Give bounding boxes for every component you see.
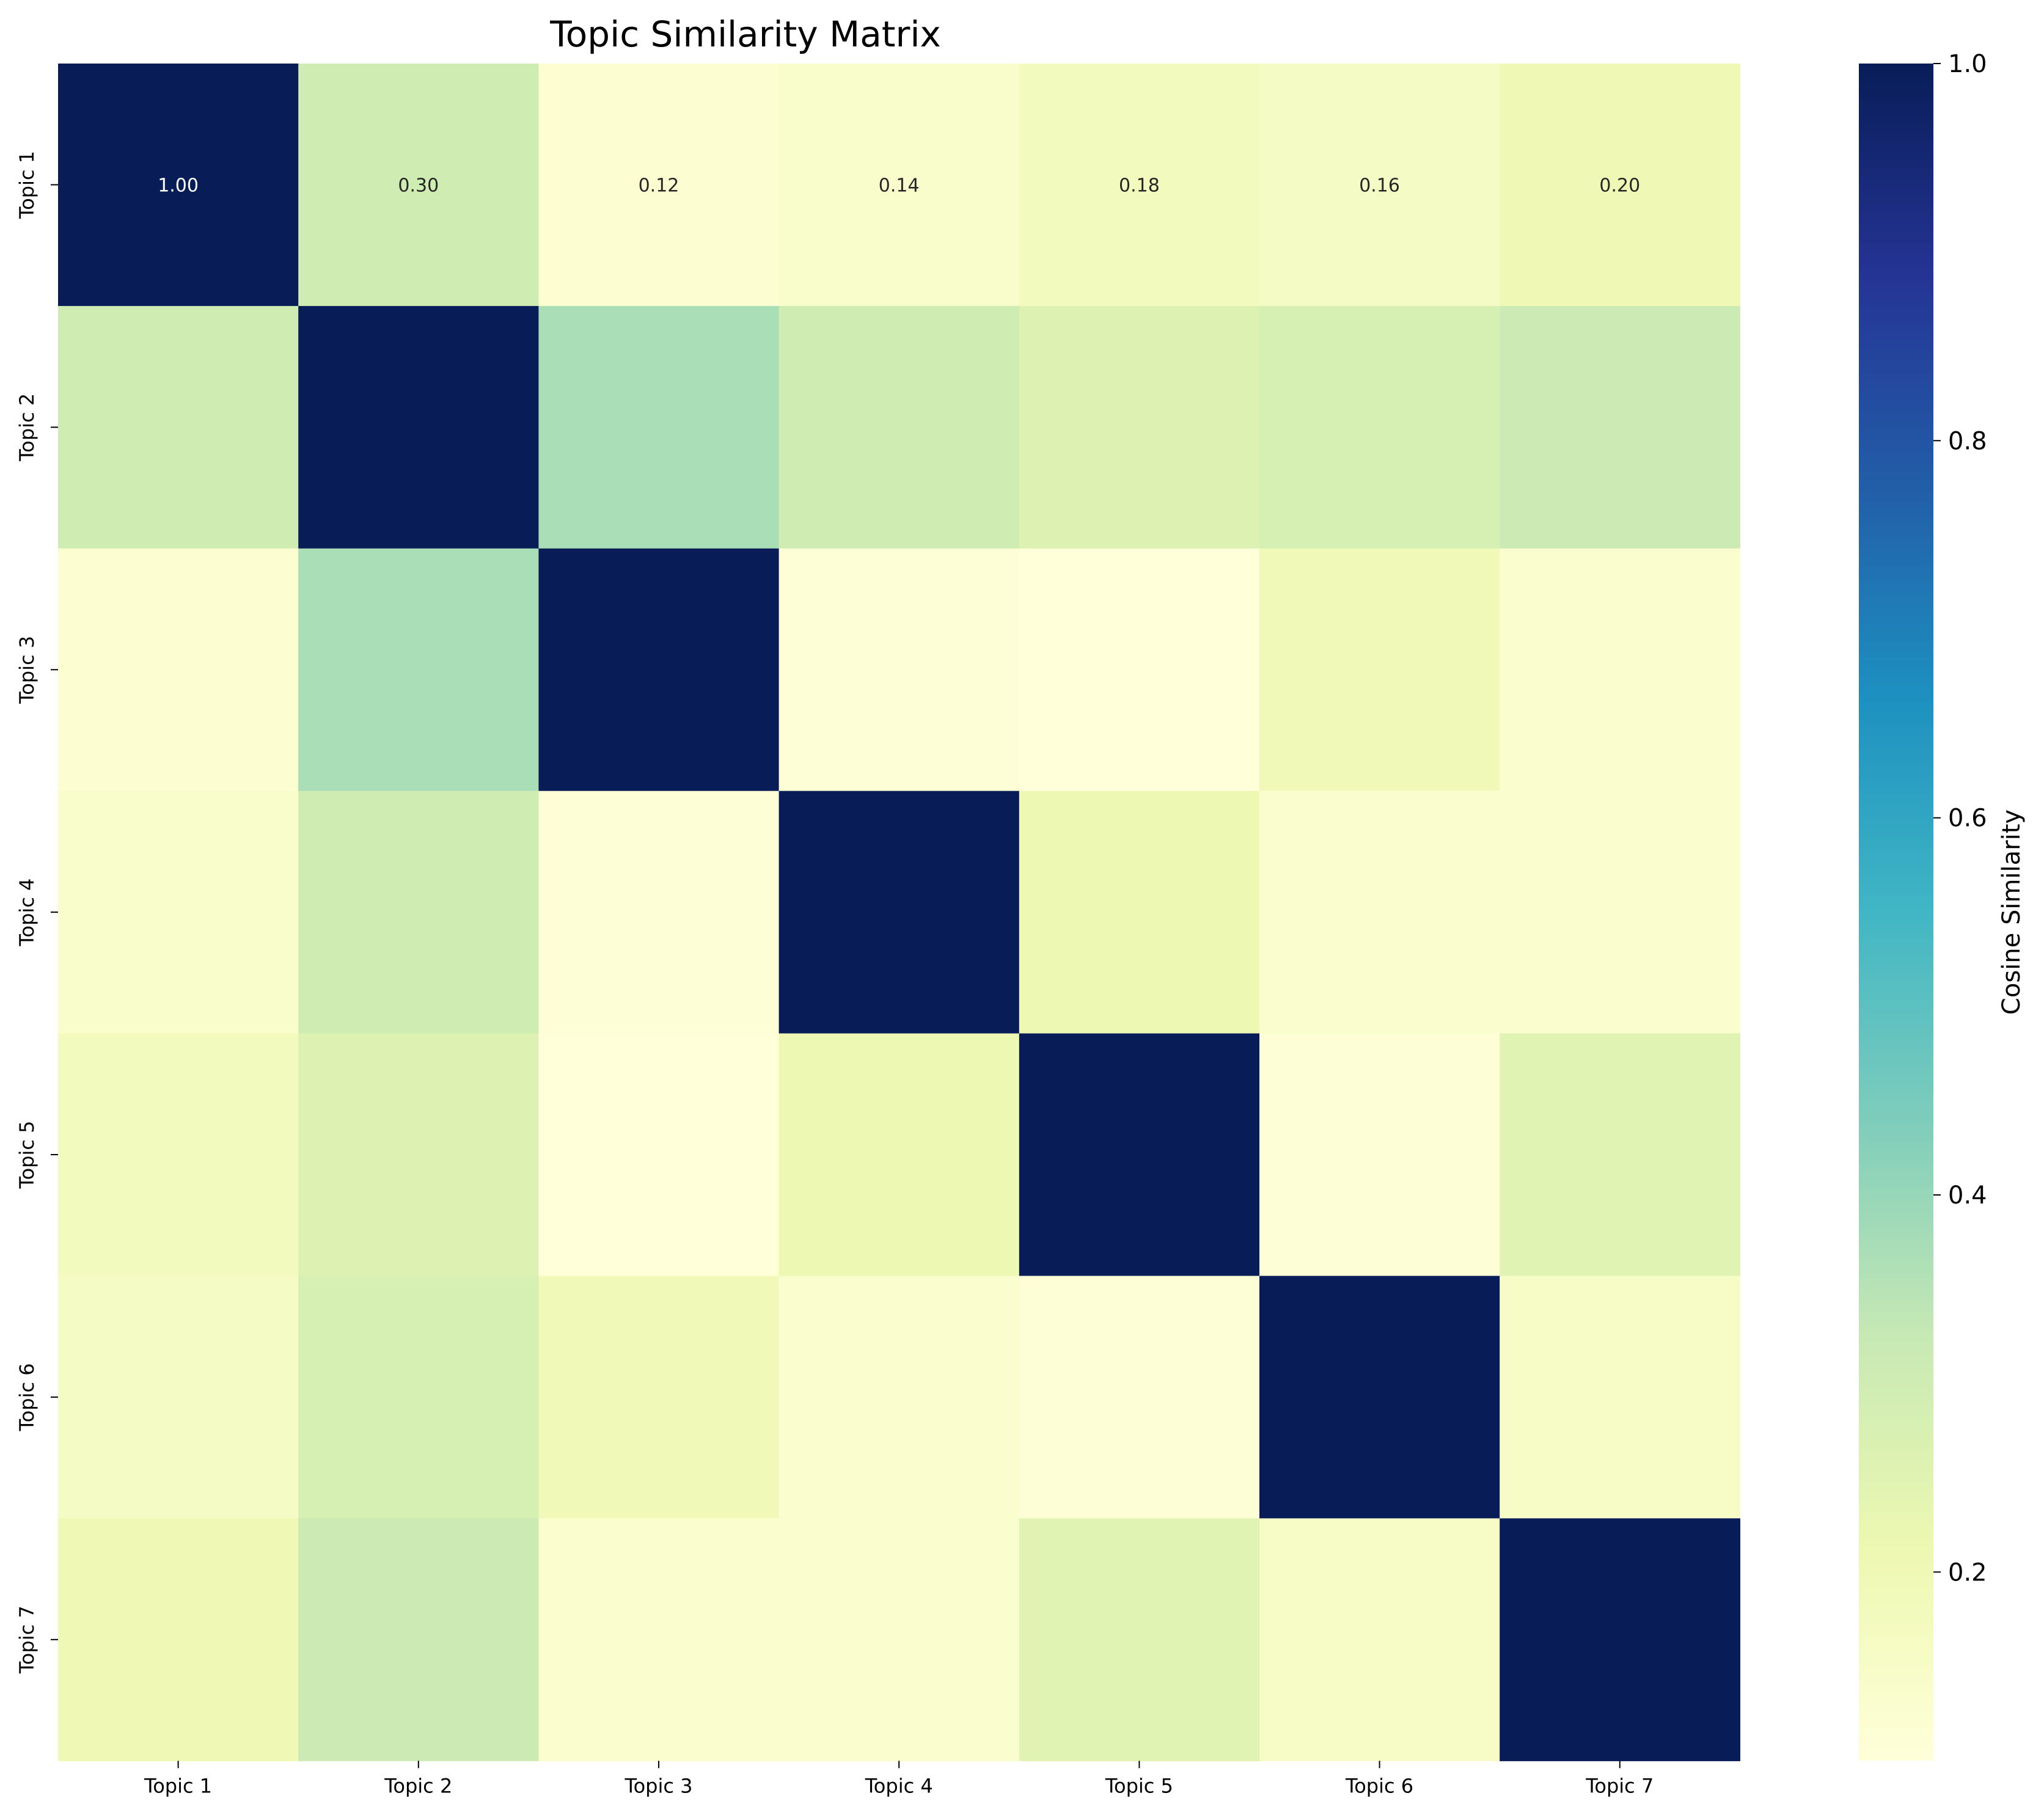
- heatmap-cell-r4-c3: [538, 791, 780, 1034]
- heatmap-cell-r2-c4: [778, 305, 1020, 549]
- y-tick-label: Topic 7: [15, 1605, 38, 1674]
- heatmap-cell-r6-c6: [1259, 1276, 1500, 1519]
- heatmap-cell-r7-c5: [1019, 1518, 1260, 1761]
- cell-annotation-r1-c5: 0.18: [1119, 175, 1160, 196]
- heatmap-cell-r5-c4: [778, 1033, 1020, 1277]
- heatmap-cell-r1-c5: [1019, 64, 1260, 307]
- colorbar-tick-label: 0.4: [1948, 1181, 1987, 1210]
- x-tick-label: Topic 2: [384, 1774, 452, 1797]
- x-axis: Topic 1 Topic 2 Topic 3 Topic 4 Topic 5 Topic…: [144, 1761, 1654, 1797]
- y-tick-label: Topic 6: [15, 1363, 38, 1431]
- cell-annotations: 1.00 0.30 0.12 0.14 0.18 0.16 0.20: [158, 175, 1640, 196]
- y-tick-label: Topic 5: [15, 1120, 38, 1189]
- heatmap-cell-r7-c7: [1500, 1518, 1740, 1761]
- heatmap-cell-r1-c7: [1500, 64, 1740, 307]
- colorbar-gradient-bar: [1859, 64, 1933, 1761]
- colorbar-ticks: 0.2 0.4 0.6 0.8 1.0: [1933, 50, 1987, 1587]
- heatmap-cell-r7-c1: [58, 1518, 299, 1761]
- colorbar-tick-label: 1.0: [1948, 50, 1987, 78]
- cell-annotation-r1-c2: 0.30: [398, 175, 439, 196]
- heatmap-cell-r3-c4: [778, 548, 1020, 792]
- heatmap-cell-r5-c6: [1259, 1033, 1500, 1277]
- x-tick-label: Topic 4: [865, 1774, 933, 1797]
- colorbar: 0.2 0.4 0.6 0.8 1.0 Cosine Similarity: [1859, 50, 2026, 1761]
- heatmap-cell-r2-c6: [1259, 305, 1500, 549]
- cell-annotation-r1-c1: 1.00: [158, 175, 199, 196]
- heatmap-cell-r2-c3: [538, 305, 780, 549]
- heatmap-cell-r4-c5: [1019, 791, 1260, 1034]
- heatmap-cell-r2-c5: [1019, 305, 1260, 549]
- heatmap-cell-r4-c2: [298, 791, 539, 1034]
- heatmap-cell-r5-c7: [1500, 1033, 1740, 1277]
- colorbar-tick-label: 0.8: [1948, 427, 1987, 455]
- heatmap-cell-r7-c2: [298, 1518, 539, 1761]
- cell-annotation-r1-c4: 0.14: [879, 175, 920, 196]
- heatmap-cell-r2-c7: [1500, 305, 1740, 549]
- heatmap-cell-r4-c6: [1259, 791, 1500, 1034]
- y-tick-label: Topic 1: [15, 151, 38, 219]
- heatmap-cell-r5-c3: [538, 1033, 780, 1277]
- x-tick-label: Topic 6: [1345, 1774, 1413, 1797]
- x-tick-label: Topic 7: [1585, 1774, 1654, 1797]
- colorbar-tick-label: 0.6: [1948, 805, 1987, 833]
- heatmap-cell-r6-c4: [778, 1276, 1020, 1519]
- heatmap-cell-r5-c1: [58, 1033, 299, 1277]
- chart-title: Topic Similarity Matrix: [549, 13, 941, 55]
- heatmap-cell-r1-c4: [778, 64, 1020, 307]
- cell-annotation-r1-c3: 0.12: [639, 175, 680, 196]
- heatmap-cell-r1-c6: [1259, 64, 1500, 307]
- heatmap-cell-r3-c5: [1019, 548, 1260, 792]
- heatmap-cell-r4-c4: [778, 791, 1020, 1034]
- colorbar-label: Cosine Similarity: [1998, 809, 2026, 1015]
- heatmap-cell-r3-c6: [1259, 548, 1500, 792]
- heatmap-cell-r6-c1: [58, 1276, 299, 1519]
- heatmap-cell-r7-c3: [538, 1518, 780, 1761]
- heatmap-cell-r6-c5: [1019, 1276, 1260, 1519]
- heatmap-cell-r3-c1: [58, 548, 299, 792]
- y-tick-label: Topic 3: [15, 636, 38, 704]
- heatmap-cell-r1-c1: [58, 64, 299, 307]
- y-tick-label: Topic 4: [15, 878, 38, 947]
- heatmap-cell-r6-c3: [538, 1276, 780, 1519]
- heatmap-cell-r7-c6: [1259, 1518, 1500, 1761]
- x-tick-label: Topic 3: [624, 1774, 692, 1797]
- heatmap-cell-r7-c4: [778, 1518, 1020, 1761]
- cell-annotation-r1-c7: 0.20: [1599, 175, 1640, 196]
- heatmap-cell-r6-c2: [298, 1276, 539, 1519]
- y-axis: Topic 1 Topic 2 Topic 3 Topic 4 Topic 5 Topic…: [15, 151, 58, 1674]
- heatmap-cell-r3-c2: [298, 548, 539, 792]
- heatmap-cell-r2-c2: [298, 305, 539, 549]
- heatmap-cell-r1-c2: [298, 64, 539, 307]
- heatmap-cell-r5-c2: [298, 1033, 539, 1277]
- heatmap-cell-r1-c3: [538, 64, 780, 307]
- heatmap-cell-r6-c7: [1500, 1276, 1740, 1519]
- heatmap-cell-r2-c1: [58, 305, 299, 549]
- colorbar-tick-label: 0.2: [1948, 1558, 1987, 1587]
- heatmap-cell-r5-c5: [1019, 1033, 1260, 1277]
- heatmap-cell-r3-c7: [1500, 548, 1740, 792]
- x-tick-label: Topic 5: [1105, 1774, 1173, 1797]
- y-tick-label: Topic 2: [15, 393, 38, 462]
- cell-annotation-r1-c6: 0.16: [1359, 175, 1400, 196]
- heatmap-cells: [58, 64, 1740, 1761]
- heatmap-cell-r4-c1: [58, 791, 299, 1034]
- heatmap-cell-r4-c7: [1500, 791, 1740, 1034]
- x-tick-label: Topic 1: [144, 1774, 212, 1797]
- heatmap-cell-r3-c3: [538, 548, 780, 792]
